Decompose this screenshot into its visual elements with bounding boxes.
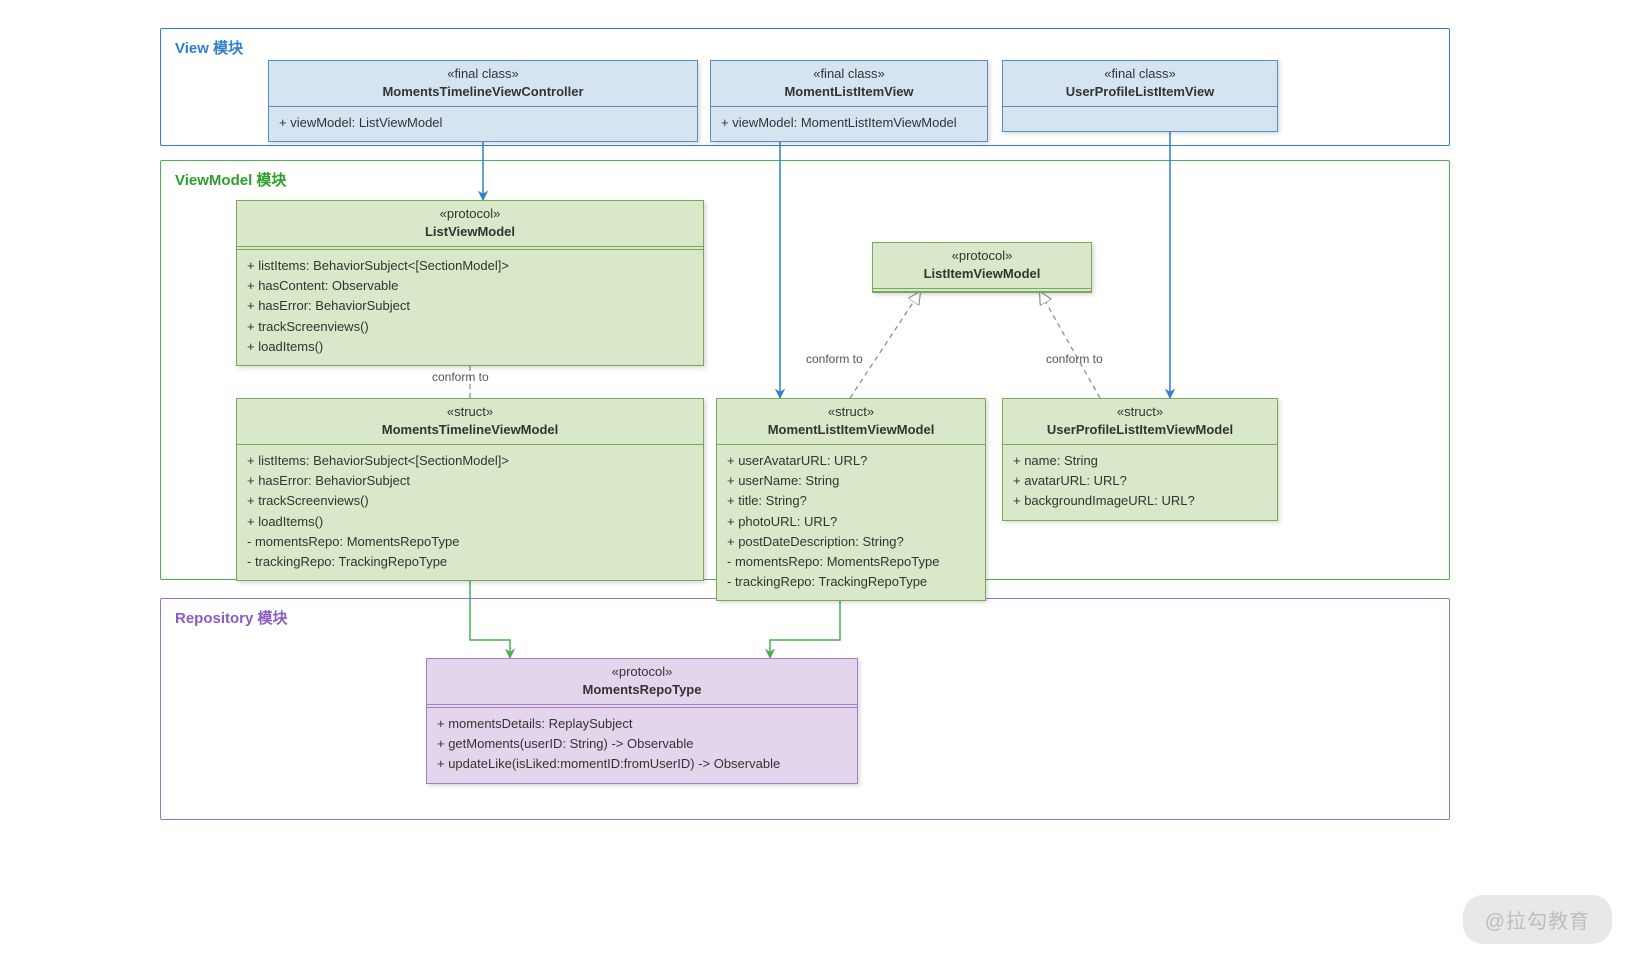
class-name: ListItemViewModel — [881, 265, 1083, 283]
label-conform-3: conform to — [1046, 352, 1103, 366]
class-name: UserProfileListItemView — [1011, 83, 1269, 101]
stereotype: «final class» — [277, 65, 689, 83]
label-conform-2: conform to — [806, 352, 863, 366]
class-name: ListViewModel — [245, 223, 695, 241]
stereotype: «final class» — [1011, 65, 1269, 83]
class-name: MomentListItemViewModel — [725, 421, 977, 439]
stereotype: «final class» — [719, 65, 979, 83]
stereotype: «struct» — [245, 403, 695, 421]
class-moments-timeline-vc: «final class»MomentsTimelineViewControll… — [268, 60, 698, 142]
struct-moment-list-item-view-model: «struct»MomentListItemViewModel + userAva… — [716, 398, 986, 601]
members: + listItems: BehaviorSubject<[SectionMod… — [237, 250, 703, 365]
watermark: @拉勾教育 — [1463, 895, 1612, 944]
class-name: MomentsTimelineViewController — [277, 83, 689, 101]
class-moment-list-item-view: «final class»MomentListItemView + viewMod… — [710, 60, 988, 142]
view-module-label: View 模块 — [175, 37, 243, 58]
protocol-moments-repo-type: «protocol»MomentsRepoType + momentsDetail… — [426, 658, 858, 784]
class-name: MomentsRepoType — [435, 681, 849, 699]
struct-user-profile-list-item-view-model: «struct»UserProfileListItemViewModel + na… — [1002, 398, 1278, 521]
struct-moments-timeline-view-model: «struct»MomentsTimelineViewModel + listIt… — [236, 398, 704, 581]
label-conform-1: conform to — [432, 370, 489, 384]
stereotype: «protocol» — [435, 663, 849, 681]
class-user-profile-list-item-view: «final class»UserProfileListItemView — [1002, 60, 1278, 132]
members: + userAvatarURL: URL? + userName: String… — [717, 445, 985, 600]
members: + name: String + avatarURL: URL? + backg… — [1003, 445, 1277, 519]
stereotype: «struct» — [725, 403, 977, 421]
stereotype: «protocol» — [881, 247, 1083, 265]
protocol-list-item-view-model: «protocol»ListItemViewModel — [872, 242, 1092, 293]
members: + listItems: BehaviorSubject<[SectionMod… — [237, 445, 703, 580]
stereotype: «protocol» — [245, 205, 695, 223]
members: + viewModel: ListViewModel — [269, 107, 697, 141]
class-name: UserProfileListItemViewModel — [1011, 421, 1269, 439]
class-name: MomentsTimelineViewModel — [245, 421, 695, 439]
protocol-list-view-model: «protocol»ListViewModel + listItems: Beha… — [236, 200, 704, 366]
members: + viewModel: MomentListItemViewModel — [711, 107, 987, 141]
viewmodel-module-label: ViewModel 模块 — [175, 169, 286, 190]
members: + momentsDetails: ReplaySubject + getMom… — [427, 708, 857, 782]
repository-module-label: Repository 模块 — [175, 607, 288, 628]
stereotype: «struct» — [1011, 403, 1269, 421]
class-name: MomentListItemView — [719, 83, 979, 101]
